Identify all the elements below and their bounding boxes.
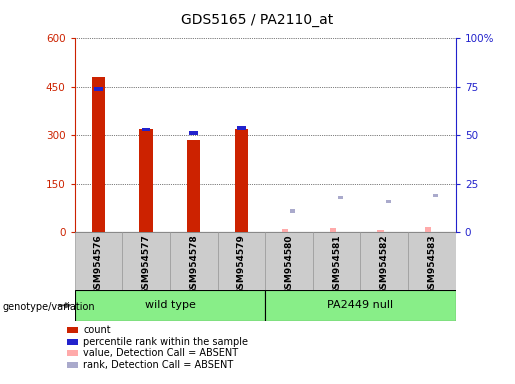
Text: GSM954582: GSM954582 (380, 235, 389, 295)
Bar (290, 209, 295, 213)
Text: genotype/variation: genotype/variation (3, 302, 95, 312)
Bar (330, 228, 336, 232)
Bar (235, 129, 248, 232)
Bar (190, 131, 198, 136)
Text: GSM954577: GSM954577 (142, 235, 150, 296)
Text: GDS5165 / PA2110_at: GDS5165 / PA2110_at (181, 13, 334, 27)
Bar (75, 290, 265, 321)
Bar (142, 127, 150, 131)
Bar (122, 232, 170, 290)
Bar (360, 232, 408, 290)
Bar (338, 196, 343, 199)
Text: value, Detection Call = ABSENT: value, Detection Call = ABSENT (83, 348, 238, 358)
Bar (94, 87, 103, 91)
Bar (237, 126, 246, 129)
Bar (217, 232, 265, 290)
Text: GSM954580: GSM954580 (285, 235, 294, 295)
Bar (313, 232, 360, 290)
Bar (140, 129, 153, 232)
Bar (170, 232, 217, 290)
Text: GSM954579: GSM954579 (237, 235, 246, 296)
Bar (425, 227, 431, 232)
Bar (408, 232, 456, 290)
Text: GSM954578: GSM954578 (190, 235, 198, 295)
Text: GSM954583: GSM954583 (427, 235, 436, 295)
Text: count: count (83, 325, 111, 335)
Text: GSM954581: GSM954581 (332, 235, 341, 295)
Bar (282, 229, 288, 232)
Bar (386, 200, 390, 203)
Bar (265, 232, 313, 290)
Text: rank, Detection Call = ABSENT: rank, Detection Call = ABSENT (83, 360, 234, 370)
Bar (434, 194, 438, 197)
Text: percentile rank within the sample: percentile rank within the sample (83, 337, 248, 347)
Bar (377, 230, 384, 232)
Bar (92, 77, 105, 232)
Bar (75, 232, 123, 290)
Text: GSM954576: GSM954576 (94, 235, 103, 295)
Bar (265, 290, 456, 321)
Text: wild type: wild type (145, 300, 195, 310)
Bar (187, 140, 200, 232)
Text: PA2449 null: PA2449 null (328, 300, 393, 310)
